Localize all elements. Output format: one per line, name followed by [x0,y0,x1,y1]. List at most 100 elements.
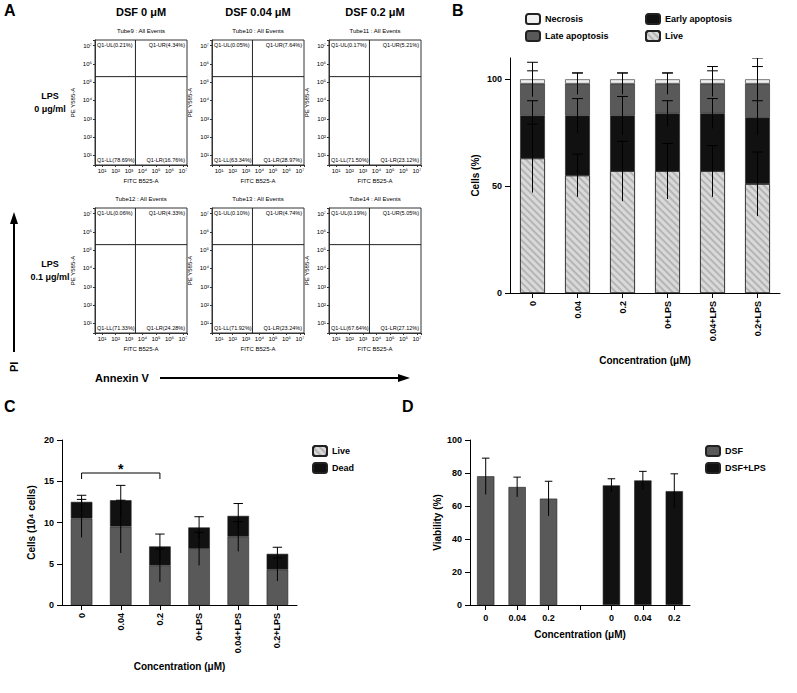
svg-text:10⁷: 10⁷ [296,168,305,174]
svg-text:Q1-UR(7.64%): Q1-UR(7.64%) [266,42,303,48]
svg-text:0.1 μg/ml: 0.1 μg/ml [30,272,69,282]
svg-text:PE Y585-A: PE Y585-A [304,256,310,286]
svg-text:Q1-LL(71.50%): Q1-LL(71.50%) [331,157,369,163]
svg-text:Tube11 : All Events: Tube11 : All Events [349,28,400,34]
svg-text:10¹: 10¹ [215,168,224,174]
svg-text:10⁷: 10⁷ [200,43,209,49]
svg-text:Q1-UL(0.17%): Q1-UL(0.17%) [331,42,367,48]
svg-text:0.04+LPS: 0.04+LPS [708,301,718,341]
svg-text:0.04: 0.04 [634,613,652,623]
svg-text:DSF 0.2 μM: DSF 0.2 μM [345,6,404,18]
svg-text:10²: 10² [200,134,209,140]
svg-text:0.04: 0.04 [573,301,583,319]
svg-text:10⁵: 10⁵ [317,79,327,85]
svg-text:10³: 10³ [317,116,326,122]
svg-text:5: 5 [49,559,54,569]
svg-text:10⁴: 10⁴ [200,97,210,103]
svg-text:Q1-LR(27.12%): Q1-LR(27.12%) [380,325,419,331]
svg-text:10⁶: 10⁶ [399,168,409,174]
svg-text:B: B [452,2,464,19]
svg-text:10⁶: 10⁶ [165,336,175,342]
svg-text:Late apoptosis: Late apoptosis [545,31,609,41]
svg-text:0.2+LPS: 0.2+LPS [272,613,282,648]
svg-text:10⁷: 10⁷ [296,336,305,342]
svg-text:10⁷: 10⁷ [413,336,422,342]
svg-text:0 μg/ml: 0 μg/ml [34,104,66,114]
svg-text:10³: 10³ [83,116,92,122]
svg-text:10⁶: 10⁶ [317,61,327,67]
svg-text:PI: PI [8,362,20,372]
svg-text:Q1-UL(0.05%): Q1-UL(0.05%) [214,42,250,48]
svg-text:10¹: 10¹ [332,336,341,342]
svg-text:0: 0 [49,600,54,610]
svg-text:10⁴: 10⁴ [83,97,93,103]
svg-text:Necrosis: Necrosis [545,14,583,24]
svg-text:Tube9 : All Events: Tube9 : All Events [117,28,165,34]
svg-text:10⁴: 10⁴ [200,265,210,271]
svg-text:10²: 10² [111,168,120,174]
svg-text:DSF+LPS: DSF+LPS [725,463,766,473]
svg-text:10⁴: 10⁴ [317,265,327,271]
svg-text:10³: 10³ [317,284,326,290]
svg-text:Annexin V: Annexin V [95,372,149,384]
svg-text:10³: 10³ [359,336,368,342]
svg-text:20: 20 [452,567,462,577]
svg-text:10⁴: 10⁴ [372,168,382,174]
svg-text:10²: 10² [228,168,237,174]
svg-text:10⁵: 10⁵ [268,336,278,342]
svg-text:Q1-UR(5.21%): Q1-UR(5.21%) [383,42,420,48]
svg-text:10⁶: 10⁶ [399,336,409,342]
svg-text:LPS: LPS [41,259,59,269]
svg-text:FITC B525-A: FITC B525-A [123,178,158,184]
svg-text:10¹: 10¹ [317,152,326,158]
svg-text:10⁴: 10⁴ [138,168,148,174]
svg-text:PE Y585-A: PE Y585-A [70,88,76,118]
svg-text:10³: 10³ [125,168,134,174]
svg-text:10⁴: 10⁴ [372,336,382,342]
svg-text:C: C [4,398,16,415]
svg-text:10⁷: 10⁷ [179,336,188,342]
svg-text:10²: 10² [83,134,92,140]
svg-text:10³: 10³ [242,336,251,342]
svg-text:60: 60 [452,501,462,511]
svg-text:Live: Live [665,31,683,41]
svg-text:PE Y585-A: PE Y585-A [187,256,193,286]
svg-text:Q1-LL(71.33%): Q1-LL(71.33%) [97,325,135,331]
svg-text:Q1-UR(5.05%): Q1-UR(5.05%) [383,210,420,216]
svg-text:PE Y585-A: PE Y585-A [70,256,76,286]
svg-text:10: 10 [44,518,54,528]
svg-text:10⁵: 10⁵ [317,247,327,253]
svg-text:10⁷: 10⁷ [413,168,422,174]
svg-text:FITC B525-A: FITC B525-A [357,178,392,184]
svg-text:0.2+LPS: 0.2+LPS [753,301,763,336]
svg-text:20: 20 [44,435,54,445]
svg-text:10⁴: 10⁴ [83,265,93,271]
svg-text:10⁷: 10⁷ [317,211,326,217]
svg-text:10⁵: 10⁵ [200,79,210,85]
svg-text:Q1-UR(4.74%): Q1-UR(4.74%) [266,210,303,216]
svg-text:FITC B525-A: FITC B525-A [123,346,158,352]
svg-text:10³: 10³ [200,116,209,122]
svg-text:Early apoptosis: Early apoptosis [665,14,732,24]
svg-text:10³: 10³ [200,284,209,290]
svg-text:10⁵: 10⁵ [385,336,395,342]
svg-text:Concentration (μM): Concentration (μM) [134,661,226,672]
svg-text:10²: 10² [228,336,237,342]
svg-text:DSF 0 μM: DSF 0 μM [116,6,166,18]
svg-text:100: 100 [487,74,502,84]
svg-text:Q1-UL(0.10%): Q1-UL(0.10%) [214,210,250,216]
svg-text:FITC B525-A: FITC B525-A [240,346,275,352]
svg-text:10⁷: 10⁷ [83,211,92,217]
svg-text:0.2: 0.2 [618,301,628,314]
svg-text:10³: 10³ [83,284,92,290]
svg-text:DSF 0.04 μM: DSF 0.04 μM [225,6,290,18]
svg-text:FITC B525-A: FITC B525-A [240,178,275,184]
svg-text:Tube14 : All Events: Tube14 : All Events [349,196,400,202]
svg-text:*: * [118,461,124,477]
svg-text:10⁶: 10⁶ [83,61,93,67]
svg-text:10⁶: 10⁶ [282,168,292,174]
svg-text:10⁷: 10⁷ [200,211,209,217]
svg-text:Q1-LR(16.76%): Q1-LR(16.76%) [146,157,185,163]
svg-text:0.04: 0.04 [116,613,126,631]
svg-text:Tube13 : All Events: Tube13 : All Events [232,196,283,202]
